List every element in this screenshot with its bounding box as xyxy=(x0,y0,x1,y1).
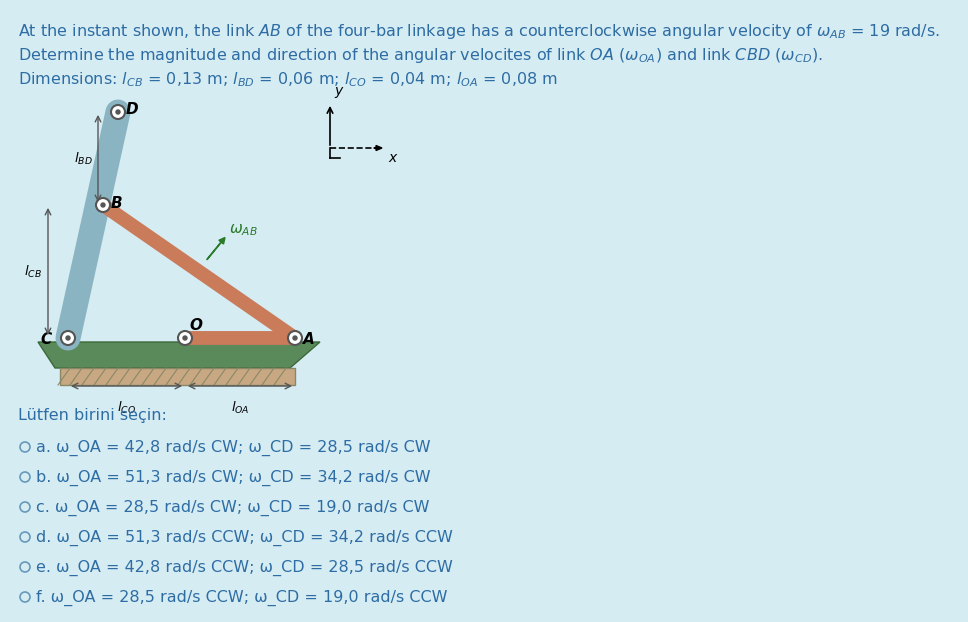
Text: D: D xyxy=(126,103,138,118)
Circle shape xyxy=(183,336,187,340)
Circle shape xyxy=(288,331,302,345)
Text: x: x xyxy=(388,151,396,165)
Text: C: C xyxy=(41,333,52,348)
FancyArrow shape xyxy=(207,238,225,259)
Text: $l_{CB}$: $l_{CB}$ xyxy=(24,264,42,279)
Text: Lütfen birini seçin:: Lütfen birini seçin: xyxy=(18,408,166,423)
Circle shape xyxy=(66,336,70,340)
Text: a. ω_OA = 42,8 rad/s CW; ω_CD = 28,5 rad/s CW: a. ω_OA = 42,8 rad/s CW; ω_CD = 28,5 rad… xyxy=(36,440,431,456)
Circle shape xyxy=(20,442,30,452)
Text: y: y xyxy=(334,84,343,98)
Text: $\omega_{AB}$: $\omega_{AB}$ xyxy=(229,223,257,238)
Text: b. ω_OA = 51,3 rad/s CW; ω_CD = 34,2 rad/s CW: b. ω_OA = 51,3 rad/s CW; ω_CD = 34,2 rad… xyxy=(36,470,431,486)
Circle shape xyxy=(96,198,110,212)
Text: Dimensions: $l_{CB}$ = 0,13 m; $l_{BD}$ = 0,06 m; $l_{CO}$ = 0,04 m; $l_{OA}$ = : Dimensions: $l_{CB}$ = 0,13 m; $l_{BD}$ … xyxy=(18,70,558,89)
Text: d. ω_OA = 51,3 rad/s CCW; ω_CD = 34,2 rad/s CCW: d. ω_OA = 51,3 rad/s CCW; ω_CD = 34,2 ra… xyxy=(36,530,453,546)
Circle shape xyxy=(111,105,125,119)
Text: B: B xyxy=(111,195,123,210)
Circle shape xyxy=(101,203,105,207)
Text: $l_{BD}$: $l_{BD}$ xyxy=(74,151,93,167)
Text: f. ω_OA = 28,5 rad/s CCW; ω_CD = 19,0 rad/s CCW: f. ω_OA = 28,5 rad/s CCW; ω_CD = 19,0 ra… xyxy=(36,590,447,606)
Text: $l_{OA}$: $l_{OA}$ xyxy=(230,400,250,416)
Circle shape xyxy=(20,502,30,512)
Circle shape xyxy=(116,110,120,114)
Circle shape xyxy=(61,331,75,345)
Text: O: O xyxy=(189,318,202,333)
Text: Determine the magnitude and direction of the angular velocites of link $\it{OA}$: Determine the magnitude and direction of… xyxy=(18,46,823,65)
Polygon shape xyxy=(60,368,295,385)
Circle shape xyxy=(20,562,30,572)
Circle shape xyxy=(293,336,297,340)
Text: e. ω_OA = 42,8 rad/s CCW; ω_CD = 28,5 rad/s CCW: e. ω_OA = 42,8 rad/s CCW; ω_CD = 28,5 ra… xyxy=(36,560,453,576)
Circle shape xyxy=(20,532,30,542)
Circle shape xyxy=(20,592,30,602)
Text: At the instant shown, the link $\it{AB}$ of the four-bar linkage has a countercl: At the instant shown, the link $\it{AB}$… xyxy=(18,22,940,41)
Circle shape xyxy=(178,331,192,345)
FancyArrow shape xyxy=(374,146,382,151)
Text: $l_{CO}$: $l_{CO}$ xyxy=(117,400,136,416)
Text: A: A xyxy=(303,333,315,348)
Text: c. ω_OA = 28,5 rad/s CW; ω_CD = 19,0 rad/s CW: c. ω_OA = 28,5 rad/s CW; ω_CD = 19,0 rad… xyxy=(36,500,430,516)
Circle shape xyxy=(20,472,30,482)
Polygon shape xyxy=(38,342,320,368)
